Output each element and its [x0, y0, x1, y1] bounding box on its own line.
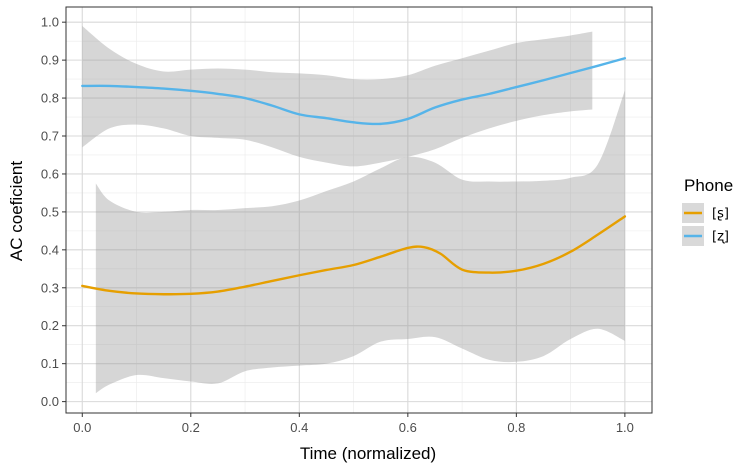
series-line-2: [81, 57, 627, 126]
x-tick-label: 0.6: [399, 420, 417, 435]
minor-gridlines: [66, 7, 652, 413]
y-tick-label: 0.8: [41, 91, 59, 106]
y-tick-label: 0.7: [41, 129, 59, 144]
series-line-1: [81, 215, 627, 296]
x-tick-label: 0.2: [182, 420, 200, 435]
confidence-band-1: [95, 90, 625, 394]
major-gridlines: [66, 7, 652, 413]
x-tick-label: 0.4: [290, 420, 308, 435]
y-tick-label: 0.5: [41, 204, 59, 219]
y-axis-title: AC coeficient: [7, 161, 26, 261]
y-tick-label: 0.3: [41, 280, 59, 295]
confidence-bands: [82, 25, 625, 394]
legend-title: Phone: [684, 176, 733, 195]
plot-panel: [65, 6, 653, 414]
plot-panel-border: [65, 6, 653, 414]
legend: Phone [ʂ] [ʐ]: [682, 176, 733, 246]
y-tick-label: 0.6: [41, 166, 59, 181]
x-tick-label: 1.0: [616, 420, 634, 435]
x-tick-label: 0.0: [73, 420, 91, 435]
x-axis-ticks: 0.0 0.2 0.4 0.6 0.8 1.0: [73, 413, 634, 435]
x-tick-label: 0.8: [507, 420, 525, 435]
smooth-lines: [81, 57, 627, 296]
y-tick-label: 1.0: [41, 15, 59, 30]
y-tick-label: 0.9: [41, 53, 59, 68]
y-tick-label: 0.0: [41, 394, 59, 409]
legend-label: [ʐ]: [712, 230, 729, 245]
y-tick-label: 0.1: [41, 356, 59, 371]
y-axis-ticks: 0.0 0.1 0.2 0.3 0.4 0.5 0.6 0.7 0.8 0.9 1.0: [41, 15, 66, 409]
confidence-band-2: [82, 25, 593, 167]
y-tick-label: 0.2: [41, 318, 59, 333]
legend-label: [ʂ]: [712, 207, 729, 222]
x-axis-title: Time (normalized): [300, 444, 436, 463]
y-tick-label: 0.4: [41, 242, 59, 257]
